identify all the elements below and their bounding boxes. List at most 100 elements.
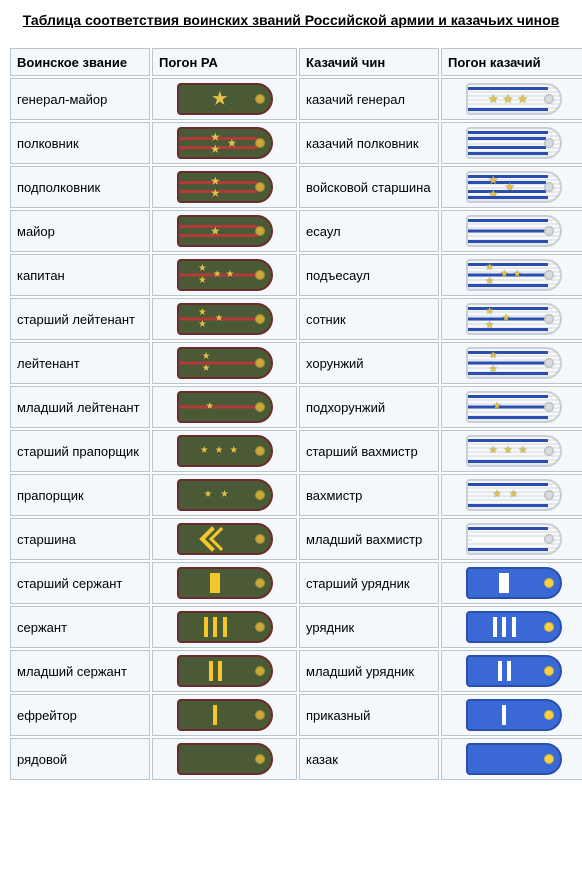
- epaulette-button-icon: [544, 578, 554, 588]
- cossack-epaulette-cell: ★ ★ ★: [441, 430, 582, 472]
- ra-rank-label: подполковник: [10, 166, 150, 208]
- cossack-epaulette-cell: [441, 122, 582, 164]
- star-icon: ★: [202, 352, 211, 362]
- epaulette-cossack: ★★★: [466, 171, 562, 203]
- table-row: старший сержантстарший урядник: [10, 562, 582, 604]
- star-icon: ★: [210, 225, 221, 237]
- cossack-rank-label: хорунжий: [299, 342, 439, 384]
- rank-correspondence-table: Воинское звание Погон РА Казачий чин Пог…: [8, 46, 582, 782]
- epaulette-button-icon: [544, 358, 554, 368]
- star-icon: ★: [205, 402, 214, 412]
- ra-epaulette-cell: [152, 606, 297, 648]
- star-icon: ★: [500, 270, 509, 280]
- epaulette-button-icon: [255, 534, 265, 544]
- cossack-rank-label: старший вахмистр: [299, 430, 439, 472]
- epaulette-button-icon: [544, 490, 554, 500]
- epaulette-button-icon: [255, 622, 265, 632]
- star-icon: ★: [200, 446, 209, 456]
- star-icon: ★: [220, 490, 229, 500]
- ra-rank-label: лейтенант: [10, 342, 150, 384]
- star-icon: ★: [210, 175, 221, 187]
- ra-epaulette-cell: ★★: [152, 166, 297, 208]
- epaulette-cossack: ★★★★: [466, 259, 562, 291]
- epaulette-button-icon: [544, 402, 554, 412]
- cossack-rank-label: казак: [299, 738, 439, 780]
- star-icon: ★: [513, 270, 522, 280]
- ra-epaulette-cell: [152, 562, 297, 604]
- cossack-epaulette-cell: ★★★: [441, 166, 582, 208]
- table-row: подполковник★★войсковой старшина★★★: [10, 166, 582, 208]
- epaulette-ra: ★: [177, 391, 273, 423]
- table-row: рядовойказак: [10, 738, 582, 780]
- ra-rank-label: младший лейтенант: [10, 386, 150, 428]
- epaulette-button-icon: [255, 358, 265, 368]
- star-icon: ★: [210, 187, 221, 199]
- ra-rank-label: младший сержант: [10, 650, 150, 692]
- epaulette-ra: ★★: [177, 347, 273, 379]
- star-icon: ★: [489, 446, 498, 456]
- table-row: старший прапорщик★★★старший вахмистр★★★: [10, 430, 582, 472]
- epaulette-cossack: [466, 523, 562, 555]
- epaulette-ra: ★★★★: [177, 259, 273, 291]
- cossack-rank-label: войсковой старшина: [299, 166, 439, 208]
- epaulette-cossack: [466, 215, 562, 247]
- table-header-row: Воинское звание Погон РА Казачий чин Пог…: [10, 48, 582, 76]
- ra-epaulette-cell: [152, 518, 297, 560]
- cossack-rank-label: приказный: [299, 694, 439, 736]
- table-row: старшина младший вахмистр: [10, 518, 582, 560]
- cossack-rank-label: казачий генерал: [299, 78, 439, 120]
- ra-epaulette-cell: ★: [152, 210, 297, 252]
- epaulette-button-icon: [255, 94, 265, 104]
- star-icon: ★: [509, 490, 518, 500]
- epaulette-button-icon: [544, 622, 554, 632]
- ra-rank-label: старший сержант: [10, 562, 150, 604]
- star-icon: ★: [485, 307, 494, 317]
- epaulette-ra: [177, 699, 273, 731]
- cossack-rank-label: подхорунжий: [299, 386, 439, 428]
- ra-rank-label: старший прапорщик: [10, 430, 150, 472]
- table-row: младший сержантмладший урядник: [10, 650, 582, 692]
- star-icon: ★: [492, 490, 501, 500]
- cossack-epaulette-cell: [441, 650, 582, 692]
- epaulette-ra: [177, 611, 273, 643]
- star-icon: ★: [485, 321, 494, 331]
- star-icon: ★: [503, 446, 512, 456]
- table-row: старший лейтенант★★★сотник★★★: [10, 298, 582, 340]
- star-icon: ★: [214, 314, 223, 324]
- star-icon: ★: [229, 446, 238, 456]
- ra-rank-label: капитан: [10, 254, 150, 296]
- epaulette-ra: [177, 655, 273, 687]
- epaulette-ra: ★★★: [177, 127, 273, 159]
- cossack-epaulette-cell: ★★★: [441, 78, 582, 120]
- star-icon: ★: [488, 188, 499, 200]
- ra-epaulette-cell: ★★★: [152, 430, 297, 472]
- epaulette-ra: ★★: [177, 479, 273, 511]
- col-header-ra-epaulette: Погон РА: [152, 48, 297, 76]
- star-icon: ★: [210, 143, 221, 155]
- cossack-epaulette-cell: [441, 738, 582, 780]
- ra-epaulette-cell: ★★★: [152, 298, 297, 340]
- cossack-epaulette-cell: [441, 518, 582, 560]
- ra-epaulette-cell: [152, 738, 297, 780]
- star-icon: ★: [211, 89, 229, 109]
- star-icon: ★: [504, 181, 515, 193]
- page-title: Таблица соответствия воинских званий Рос…: [8, 12, 574, 28]
- cossack-epaulette-cell: ★: [441, 386, 582, 428]
- cossack-rank-label: младший вахмистр: [299, 518, 439, 560]
- epaulette-button-icon: [255, 710, 265, 720]
- epaulette-button-icon: [544, 182, 554, 192]
- epaulette-ra: ★: [177, 215, 273, 247]
- star-icon: ★: [518, 446, 527, 456]
- epaulette-button-icon: [544, 138, 554, 148]
- epaulette-cossack: ★★: [466, 479, 562, 511]
- epaulette-button-icon: [255, 138, 265, 148]
- ra-rank-label: сержант: [10, 606, 150, 648]
- star-icon: ★: [213, 270, 222, 280]
- epaulette-cossack: ★★: [466, 347, 562, 379]
- epaulette-ra: ★★★: [177, 303, 273, 335]
- ra-rank-label: старшина: [10, 518, 150, 560]
- cossack-epaulette-cell: [441, 210, 582, 252]
- col-header-cossack-rank: Казачий чин: [299, 48, 439, 76]
- epaulette-ra: ★: [177, 83, 273, 115]
- epaulette-button-icon: [544, 446, 554, 456]
